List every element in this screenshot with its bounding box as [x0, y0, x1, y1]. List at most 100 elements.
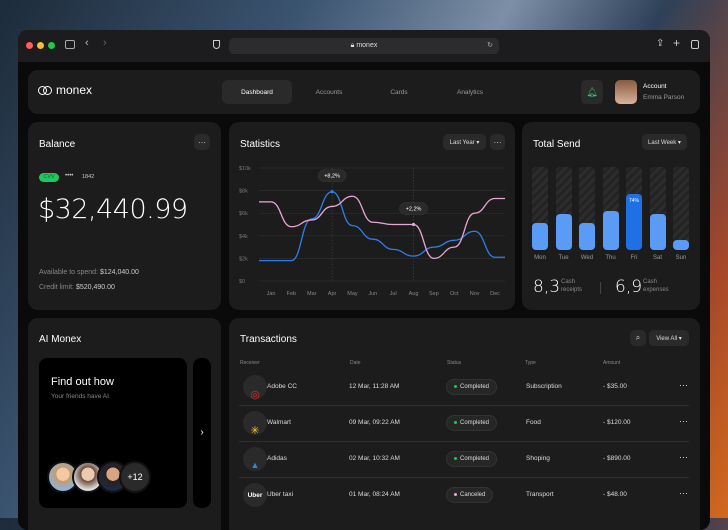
column-status: Status [447, 360, 462, 366]
period-dropdown[interactable]: Last Week ▾ [642, 134, 687, 150]
more-options-button[interactable]: ··· [490, 134, 505, 150]
ai-promo-card[interactable]: Find out how Your friends have AI +12 [39, 358, 187, 508]
balance-amount: $32,440.99 [38, 194, 188, 225]
bar-fri[interactable]: 74% [626, 193, 642, 250]
row-more-options-icon[interactable]: ··· [679, 380, 688, 390]
transaction-row[interactable]: ▲ Adidas 02 Mar, 10:32 AM Completed Shop… [239, 442, 689, 478]
available-label: Available to spend: [39, 269, 99, 276]
reload-icon[interactable]: ↻ [487, 42, 493, 49]
bar-wed[interactable] [579, 223, 595, 250]
back-icon[interactable]: ‹ [85, 37, 89, 49]
x-tick-label: Jun [368, 291, 377, 297]
y-tick-label: $2k [239, 256, 248, 262]
cash-receipts-value: 8,3 [533, 277, 561, 297]
more-options-button[interactable]: ··· [194, 134, 210, 150]
cash-expenses-label-2: expenses [643, 287, 669, 293]
shield-icon[interactable] [213, 40, 220, 49]
transaction-type: Subscription [526, 383, 562, 390]
transaction-row[interactable]: ✳ Walmart 09 Mar, 09:22 AM Completed Foo… [239, 406, 689, 442]
x-tick-label: Jul [390, 291, 397, 297]
sidebar-icon[interactable] [65, 40, 75, 49]
y-tick-label: $8k [239, 189, 248, 195]
bar-thu[interactable] [602, 211, 619, 250]
bar-track [649, 167, 666, 250]
day-label: Mon [534, 255, 546, 261]
total-send-card: Total Send Last Week ▾ Mon Tue Wed Thu 74% Fr… [522, 122, 700, 310]
row-more-options-icon[interactable]: ··· [679, 416, 688, 426]
new-tab-icon[interactable]: + [673, 36, 681, 50]
bar-track [602, 167, 619, 250]
transaction-date: 02 Mar, 10:32 AM [349, 455, 400, 462]
bar-track [555, 167, 572, 250]
row-more-options-icon[interactable]: ··· [679, 452, 688, 462]
row-more-options-icon[interactable]: ··· [679, 488, 688, 498]
transaction-amount: - $35.00 [603, 383, 627, 390]
close-window-button[interactable] [26, 42, 33, 49]
bar-tue[interactable] [555, 214, 572, 250]
avatar [47, 461, 79, 493]
search-icon[interactable]: ⌕ [630, 330, 646, 346]
avatar[interactable] [615, 80, 637, 104]
tab-accounts[interactable]: Accounts [315, 88, 343, 96]
bar-sun[interactable] [673, 240, 689, 250]
notification-bell-icon[interactable]: 🔔︎ [581, 80, 603, 104]
day-label: Thu [605, 255, 616, 261]
bar-mon[interactable] [532, 222, 548, 250]
day-label: Tue [558, 255, 569, 261]
more-friends-count: +12 [119, 461, 151, 493]
transaction-type: Shoping [526, 455, 550, 462]
url-text: monex [356, 42, 378, 49]
period-dropdown[interactable]: Last Year ▾ [443, 134, 486, 150]
tooltip-label: +2,2% [406, 207, 422, 213]
transaction-date: 09 Mar, 09:22 AM [349, 419, 400, 426]
column-receiver: Receiver [240, 360, 260, 366]
series-line-blue [258, 191, 505, 262]
day-label: Sat [652, 255, 662, 261]
next-card-chevron-icon[interactable]: › [193, 358, 211, 508]
tooltip-box [317, 169, 347, 182]
credit-value: $520,490.00 [75, 284, 115, 291]
address-bar[interactable]: 🔒︎ monex ↻ [229, 38, 499, 54]
account-name: Emma Parson [643, 94, 685, 101]
minimize-window-button[interactable] [37, 42, 44, 49]
x-tick-label: Sep [429, 291, 439, 297]
share-icon[interactable]: ⇪ [656, 38, 665, 49]
ai-monex-title: AI Monex [39, 334, 82, 345]
browser-window: ‹ › 🔒︎ monex ↻ ⇪ + monex Dashboard Accoun… [18, 30, 710, 530]
tab-analytics[interactable]: Analytics [456, 88, 483, 96]
monex-logo-icon [38, 86, 52, 96]
statistics-card: Statistics Last Year ▾ ··· $0 $2k $4k $6k $8… [229, 122, 515, 310]
bar-track [579, 167, 595, 250]
receiver-name: Adobe CC [267, 383, 297, 390]
column-amount: Amount [603, 360, 621, 366]
divider [600, 282, 601, 294]
bar-sat[interactable] [649, 214, 666, 250]
x-tick-label: Oct [450, 291, 459, 297]
tab-dashboard[interactable]: Dashboard [222, 80, 292, 104]
statistics-title: Statistics [240, 139, 281, 150]
available-value: $124,040.00 [99, 269, 139, 276]
promo-subtext: Your friends have AI [51, 393, 109, 400]
tooltip-box [399, 202, 428, 215]
transaction-row[interactable]: ◎ Adobe CC 12 Mar, 11:28 AM Completed Su… [239, 370, 689, 406]
account-label: Account [643, 83, 667, 90]
tab-cards[interactable]: Cards [390, 88, 408, 96]
data-point [411, 222, 416, 227]
uber-logo-text: Uber [247, 491, 263, 499]
y-tick-label: $6k [239, 211, 248, 217]
tabs-overview-icon[interactable] [691, 40, 699, 49]
ai-monex-card: AI Monex Find out how Your friends have … [28, 318, 221, 530]
transaction-amount: - $48.00 [603, 491, 627, 498]
day-label: Sun [675, 255, 687, 261]
view-all-dropdown[interactable]: View All ▾ [649, 330, 689, 346]
transaction-row[interactable]: Uber Uber taxi 01 Mar, 08:24 AM Canceled… [239, 478, 689, 514]
forward-icon[interactable]: › [103, 37, 107, 49]
x-tick-label: Dec [490, 291, 500, 297]
top-navbar: monex Dashboard Accounts Cards Analytics… [28, 70, 700, 114]
status-badge: Canceled [446, 487, 494, 503]
transaction-date: 12 Mar, 11:28 AM [349, 383, 400, 390]
maximize-window-button[interactable] [48, 42, 55, 49]
x-tick-label: Mar [307, 291, 317, 297]
x-tick-label: Aug [409, 291, 419, 297]
adidas-logo-icon: ▲ [243, 447, 267, 471]
